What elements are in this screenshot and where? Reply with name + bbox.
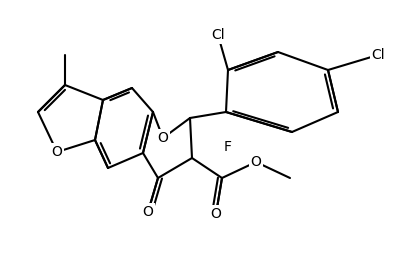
Text: Cl: Cl xyxy=(370,48,384,62)
Text: O: O xyxy=(157,131,168,145)
Text: O: O xyxy=(51,145,62,159)
Text: O: O xyxy=(210,207,221,221)
Text: O: O xyxy=(142,205,153,219)
Text: F: F xyxy=(224,140,231,154)
Text: O: O xyxy=(250,155,261,169)
Text: Cl: Cl xyxy=(211,28,224,42)
